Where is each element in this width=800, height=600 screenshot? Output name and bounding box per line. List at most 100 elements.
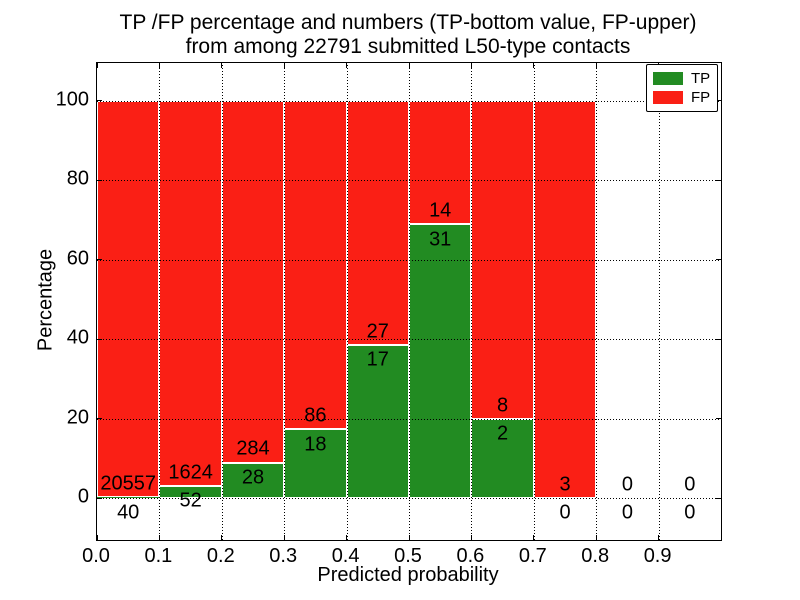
plot-area: 20557 40 1624 52 284 28 86 18 27 17 14 31 8 2 3 0 0 0 0 0 [96,62,722,541]
y-tick-label: 60 [66,247,89,270]
y-tick-label: 100 [55,88,89,111]
tp-count-label: 28 [241,466,265,489]
fp-count-label: 0 [621,473,633,496]
x-tick-label: 0.8 [581,545,610,567]
bar-segment-tp [97,497,160,499]
x-tick-bottom [470,535,473,540]
chart-title-line1: TP /FP percentage and numbers (TP-bottom… [119,11,697,34]
x-tick-top [158,63,161,68]
fp-count-label: 20557 [100,472,156,495]
x-gridline [409,63,410,540]
bar-segment-fp [533,100,597,499]
y-tick-label: 80 [66,167,89,190]
tp-count-label: 0 [621,501,633,524]
x-tick-top [221,63,223,68]
x-gridline [596,63,598,540]
bar-segment-fp [346,100,409,345]
y-tick-left [97,338,102,340]
x-tick-bottom [283,535,285,540]
y-tick-left [97,100,102,102]
x-tick-bottom [96,535,98,540]
fp-count-label: 284 [236,437,270,460]
x-tick-label: 0.2 [206,545,235,567]
x-tick-label: 0.6 [456,545,485,567]
legend-item-tp: TP [653,69,710,88]
x-tick-bottom [346,535,348,540]
x-tick-bottom [158,535,161,540]
x-gridline [221,63,223,540]
y-tick-left [97,259,102,261]
tp-count-label: 18 [304,433,327,456]
x-tick-top [346,63,348,68]
bar-segment-tp [409,224,472,499]
x-tick-bottom [658,535,660,540]
y-tick-right [716,100,721,102]
x-tick-label: 0.0 [82,545,110,567]
bar-segment-fp [409,100,472,225]
tp-count-label: 0 [684,501,696,524]
legend: TP FP [646,64,719,112]
bar-segment-fp [284,100,347,430]
y-tick-left [97,179,102,181]
x-tick-label: 0.4 [331,545,360,567]
x-tick-label: 0.7 [518,545,547,567]
y-tick-right [716,418,721,420]
y-tick-label: 40 [66,326,89,349]
legend-label: TP [691,70,711,87]
x-gridline [533,63,535,540]
chart-title: TP /FP percentage and numbers (TP-bottom… [120,11,697,59]
x-tick-top [408,63,410,68]
fp-count-label: 27 [366,320,389,343]
bar-segment-tp [471,418,534,499]
x-gridline [346,63,348,540]
bar-segment-fp [221,100,285,463]
x-gridline [159,63,161,540]
x-tick-top [533,63,535,68]
x-tick-bottom [533,535,535,540]
x-tick-top [470,63,473,68]
x-gridline [658,63,660,540]
fp-count-label: 1624 [168,461,213,484]
legend-item-fp: FP [653,88,710,107]
fp-color-swatch [653,91,683,104]
bar-segment-tp [346,344,409,499]
chart-title-line2: from among 22791 submitted L50-type cont… [185,35,631,58]
x-gridline [284,63,286,540]
tp-count-label: 0 [559,501,571,524]
x-tick-label: 0.9 [643,545,672,567]
fp-count-label: 86 [304,404,327,427]
x-tick-bottom [221,535,223,540]
x-gridline [471,63,473,540]
x-tick-top [283,63,285,68]
fp-count-label: 0 [684,473,696,496]
tp-count-label: 52 [179,489,202,512]
y-tick-left [97,418,102,420]
x-tick-top [595,63,597,68]
x-axis-label: Predicted probability [317,564,499,586]
fp-count-label: 3 [559,473,571,496]
fp-count-label: 14 [429,199,452,222]
x-tick-bottom [595,535,597,540]
y-tick-label: 20 [66,406,89,429]
tp-count-label: 2 [497,422,509,445]
bar-segment-tp [221,462,285,499]
fp-count-label: 8 [497,394,509,417]
tp-count-label: 40 [117,501,140,524]
y-tick-left [97,497,102,499]
x-tick-bottom [408,535,410,540]
legend-label: FP [691,89,711,106]
y-tick-label: 0 [77,485,89,508]
y-tick-right [716,259,721,261]
x-tick-label: 0.1 [144,545,173,567]
y-tick-right [716,179,721,181]
tp-color-swatch [653,72,683,85]
bar-segment-fp [97,100,160,498]
x-tick-label: 0.3 [269,545,298,567]
y-tick-right [716,497,721,499]
bar-segment-fp [159,100,222,486]
y-tick-right [716,338,721,340]
tp-count-label: 17 [366,348,389,371]
x-tick-label: 0.5 [394,545,422,567]
x-tick-top [96,63,98,68]
